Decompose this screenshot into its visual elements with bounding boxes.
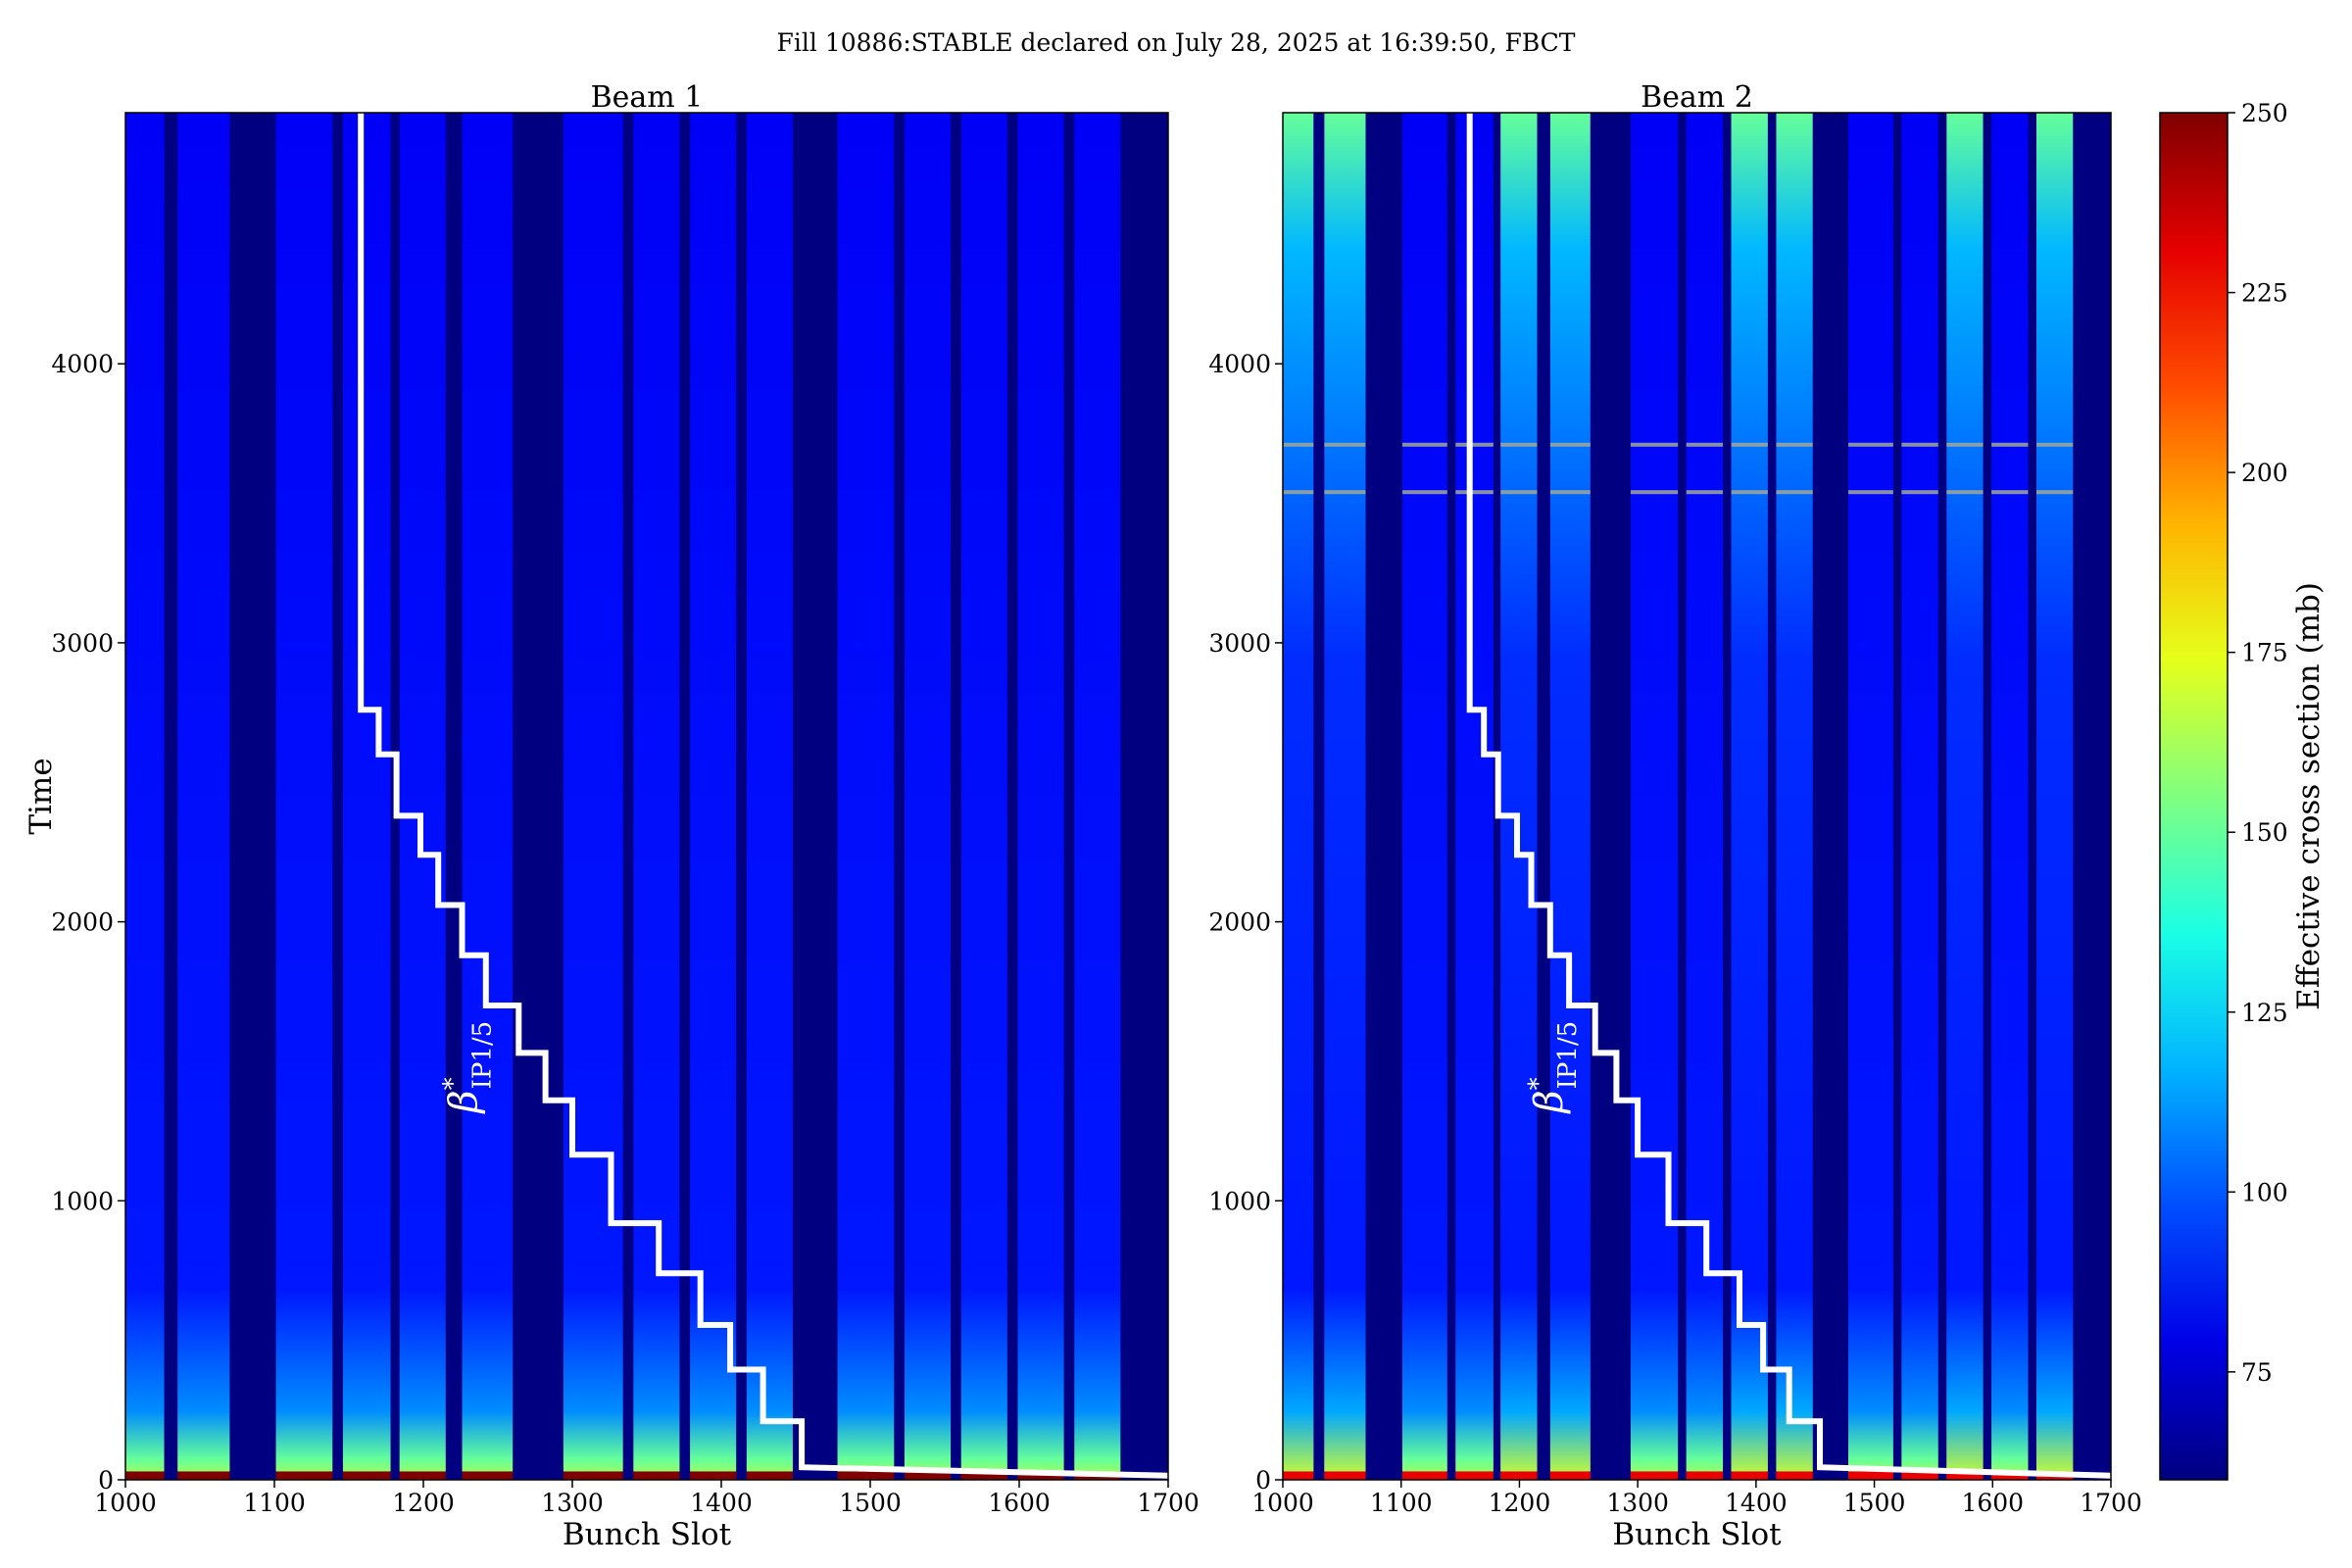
colorbar-tick-label: 100 xyxy=(2241,1178,2288,1206)
bright-bunch-train xyxy=(1324,113,1366,1480)
panel-beam-1: β*IP1/5 1000 1100 1200 1300 1400 1500 1600 1700 0… xyxy=(24,80,1200,1552)
y-axis-label: Time xyxy=(24,758,59,834)
x-tick-label: 1600 xyxy=(1961,1489,2024,1517)
empty-slot-column xyxy=(445,113,463,1480)
heatmap-area xyxy=(1283,113,2111,1480)
x-tick-label: 1000 xyxy=(1251,1489,1314,1517)
empty-slot-column xyxy=(1937,113,1947,1480)
colorbar-tick-label: 225 xyxy=(2241,279,2288,308)
colorbar: 75 100 125 150 175 200 225 250 Effective cross s… xyxy=(2159,99,2327,1481)
x-tick-label: 1400 xyxy=(690,1489,753,1517)
y-tick-label: 3000 xyxy=(1208,629,1271,658)
empty-slot-column xyxy=(1983,113,1992,1480)
empty-slot-column xyxy=(1446,113,1456,1480)
bright-bunch-train xyxy=(1946,113,1984,1480)
x-tick-label: 1500 xyxy=(1843,1489,1906,1517)
y-tick-label: 3000 xyxy=(51,629,114,658)
colorbar-tick-label: 200 xyxy=(2241,459,2288,487)
empty-slot-column xyxy=(792,113,838,1480)
x-tick-label: 1400 xyxy=(1725,1489,1788,1517)
colorbar-tick-label: 250 xyxy=(2241,99,2288,127)
x-tick-label: 1700 xyxy=(1137,1489,1200,1517)
y-tick-label: 4000 xyxy=(1208,350,1271,378)
panel-title: Beam 1 xyxy=(591,80,704,115)
colorbar-tick-label: 150 xyxy=(2241,818,2288,847)
heatmap-area xyxy=(125,113,1168,1480)
empty-slot-column xyxy=(1723,113,1732,1480)
figure-suptitle: Fill 10886:STABLE declared on July 28, 2… xyxy=(777,28,1576,57)
empty-slot-column xyxy=(1678,113,1687,1480)
empty-slot-column xyxy=(1006,113,1018,1480)
bright-bunch-train xyxy=(1283,113,1314,1480)
panel-title: Beam 2 xyxy=(1641,80,1753,115)
x-tick-label: 1500 xyxy=(839,1489,902,1517)
horizontal-stripe xyxy=(1283,490,2111,495)
empty-slot-column xyxy=(1063,113,1075,1480)
empty-slot-column xyxy=(2073,113,2111,1480)
empty-slot-column xyxy=(164,113,178,1480)
x-tick-label: 1200 xyxy=(1489,1489,1551,1517)
bright-bunch-train xyxy=(2035,113,2074,1480)
beta-star-label: β*IP1/5 xyxy=(1524,1021,1583,1115)
start-strip xyxy=(125,1471,1168,1480)
empty-slot-column xyxy=(1120,113,1168,1480)
y-tick-label: 4000 xyxy=(51,350,114,378)
y-tick-label: 0 xyxy=(1255,1466,1271,1494)
bright-bunch-train xyxy=(1549,113,1591,1480)
colorbar-tick-label: 75 xyxy=(2241,1358,2273,1387)
axes-frame xyxy=(1282,112,2112,1481)
beta-star-line xyxy=(1466,113,2111,1479)
empty-slot-column xyxy=(736,113,747,1480)
bright-bunch-train xyxy=(1731,113,1768,1480)
colorbar-tick-label: 175 xyxy=(2241,639,2288,667)
x-tick-label: 1000 xyxy=(94,1489,157,1517)
empty-slot-column xyxy=(229,113,276,1480)
x-tick-label: 1700 xyxy=(2080,1489,2142,1517)
x-tick-label: 1100 xyxy=(1370,1489,1433,1517)
y-tick-label: 1000 xyxy=(1208,1187,1271,1215)
x-tick-label: 1300 xyxy=(541,1489,604,1517)
x-tick-label: 1100 xyxy=(243,1489,306,1517)
x-tick-label: 1600 xyxy=(988,1489,1051,1517)
panel-beam-2: β*IP1/5 1000 1100 1200 1300 1400 1500 1600 1700 0… xyxy=(1208,80,2141,1552)
axes-frame xyxy=(124,112,1169,1481)
heatmap-background xyxy=(125,113,1168,1480)
colorbar-tick-label: 125 xyxy=(2241,999,2288,1027)
empty-slot-column xyxy=(894,113,905,1480)
start-strip xyxy=(1283,1471,2111,1480)
empty-slot-column xyxy=(622,113,634,1480)
x-tick-label: 1300 xyxy=(1606,1489,1669,1517)
empty-slot-column xyxy=(1365,113,1402,1480)
empty-slot-column xyxy=(1537,113,1550,1480)
empty-slot-column xyxy=(1590,113,1631,1480)
empty-slot-column xyxy=(332,113,343,1480)
y-tick-label: 2000 xyxy=(51,908,114,937)
bright-bunch-train xyxy=(1500,113,1538,1480)
empty-slot-column xyxy=(1767,113,1777,1480)
empty-slot-column xyxy=(1892,113,1902,1480)
x-axis-label: Bunch Slot xyxy=(563,1517,732,1552)
empty-slot-column xyxy=(2028,113,2036,1480)
bright-bunch-train xyxy=(1776,113,1813,1480)
y-tick-label: 2000 xyxy=(1208,908,1271,937)
y-tick-label: 1000 xyxy=(51,1187,114,1215)
empty-slot-column xyxy=(1313,113,1325,1480)
empty-slot-column xyxy=(951,113,961,1480)
colorbar-gradient xyxy=(2159,112,2229,1481)
x-axis-label: Bunch Slot xyxy=(1612,1517,1782,1552)
beta-star-line xyxy=(358,113,1168,1479)
empty-slot-column xyxy=(1812,113,1849,1480)
colorbar-label: Effective cross section (mb) xyxy=(2291,582,2327,1010)
x-tick-label: 1200 xyxy=(392,1489,455,1517)
beta-star-label: β*IP1/5 xyxy=(439,1021,498,1115)
y-tick-label: 0 xyxy=(98,1466,114,1494)
horizontal-stripe xyxy=(1283,442,2111,447)
empty-slot-column xyxy=(679,113,691,1480)
empty-slot-column xyxy=(513,113,564,1480)
